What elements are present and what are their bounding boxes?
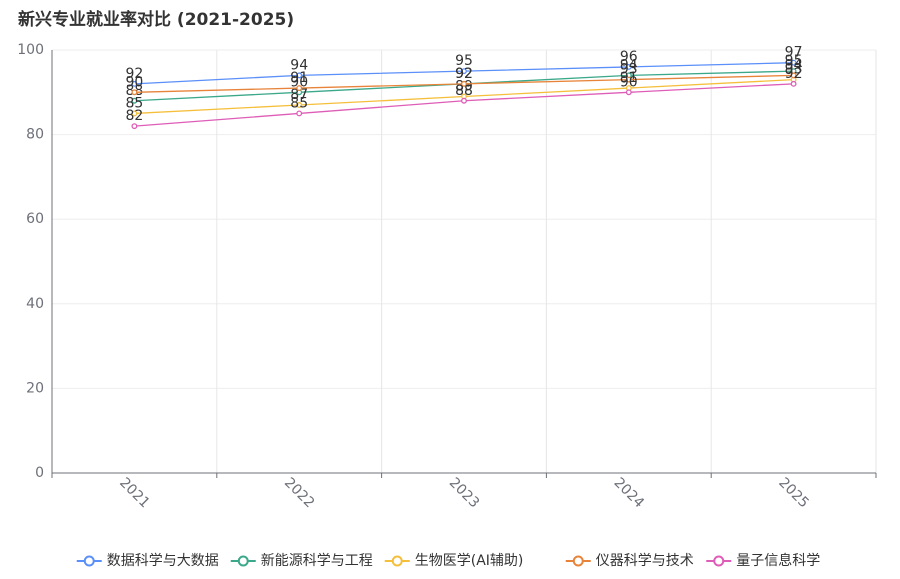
- legend-marker: [237, 555, 249, 567]
- data-label: 93: [785, 62, 803, 78]
- legend-item: 仪器科学与技术: [565, 553, 694, 569]
- data-label: 94: [620, 57, 638, 73]
- point: [131, 110, 138, 117]
- point: [296, 102, 303, 108]
- legend-marker: [713, 555, 725, 567]
- y-tick-label: 80: [26, 127, 44, 143]
- data-label: 94: [290, 57, 308, 73]
- x-tick-label: 2021: [116, 475, 153, 512]
- data-label: 93: [620, 62, 638, 78]
- legend-marker: [391, 555, 403, 567]
- data-label: 90: [125, 74, 143, 90]
- point: [296, 110, 303, 117]
- point: [625, 89, 632, 96]
- x-tick-label: 2023: [446, 475, 483, 512]
- point: [296, 72, 303, 79]
- data-label: 85: [125, 95, 143, 111]
- x-tick-label: 2022: [281, 475, 318, 512]
- chart-title: 新兴专业就业率对比 (2021-2025): [18, 9, 294, 30]
- point: [131, 97, 138, 104]
- legend-item: 新能源科学与工程: [230, 553, 373, 569]
- point: [790, 80, 797, 87]
- point: [296, 85, 303, 92]
- legend-label: 量子信息科学: [736, 552, 820, 569]
- point: [625, 63, 632, 70]
- y-tick-label: 20: [26, 380, 44, 396]
- point: [461, 80, 467, 87]
- legend-marker: [83, 555, 95, 567]
- data-label: 88: [455, 83, 473, 99]
- point: [790, 72, 797, 79]
- data-label: 90: [290, 74, 308, 90]
- data-label: 85: [290, 95, 308, 111]
- data-label: 87: [290, 87, 308, 103]
- data-label: 92: [785, 66, 803, 82]
- point: [461, 97, 467, 104]
- data-label: 91: [290, 70, 308, 86]
- data-label: 97: [785, 45, 803, 61]
- data-label: 95: [785, 53, 803, 69]
- legend-label: 生物医学(AI辅助): [415, 553, 524, 569]
- point: [790, 59, 797, 66]
- x-tick-label: 2024: [611, 475, 648, 512]
- y-tick-label: 0: [35, 465, 44, 481]
- point: [461, 68, 467, 75]
- x-tick-label: 2025: [775, 475, 812, 512]
- legend-item: 量子信息科学: [706, 552, 820, 569]
- data-label: 92: [455, 66, 473, 82]
- point: [131, 89, 138, 96]
- data-label: 92: [125, 66, 143, 82]
- data-label: 95: [455, 53, 473, 69]
- y-tick-label: 100: [17, 42, 44, 58]
- data-label: 82: [125, 108, 143, 124]
- legend-label: 新能源科学与工程: [261, 553, 373, 569]
- legend-label: 仪器科学与技术: [596, 553, 694, 569]
- y-tick-label: 40: [26, 296, 44, 312]
- point: [625, 76, 632, 83]
- data-label: 92: [455, 66, 473, 82]
- point: [131, 80, 138, 87]
- legend-item: 数据科学与大数据: [76, 553, 219, 569]
- point: [131, 123, 138, 130]
- legend-item: 生物医学(AI辅助): [384, 553, 524, 569]
- legend-marker: [572, 555, 584, 567]
- data-label: 96: [620, 49, 638, 65]
- data-label: 90: [620, 74, 638, 90]
- legend-label: 数据科学与大数据: [107, 553, 219, 569]
- data-label: 94: [785, 57, 803, 73]
- y-tick-label: 60: [26, 211, 44, 227]
